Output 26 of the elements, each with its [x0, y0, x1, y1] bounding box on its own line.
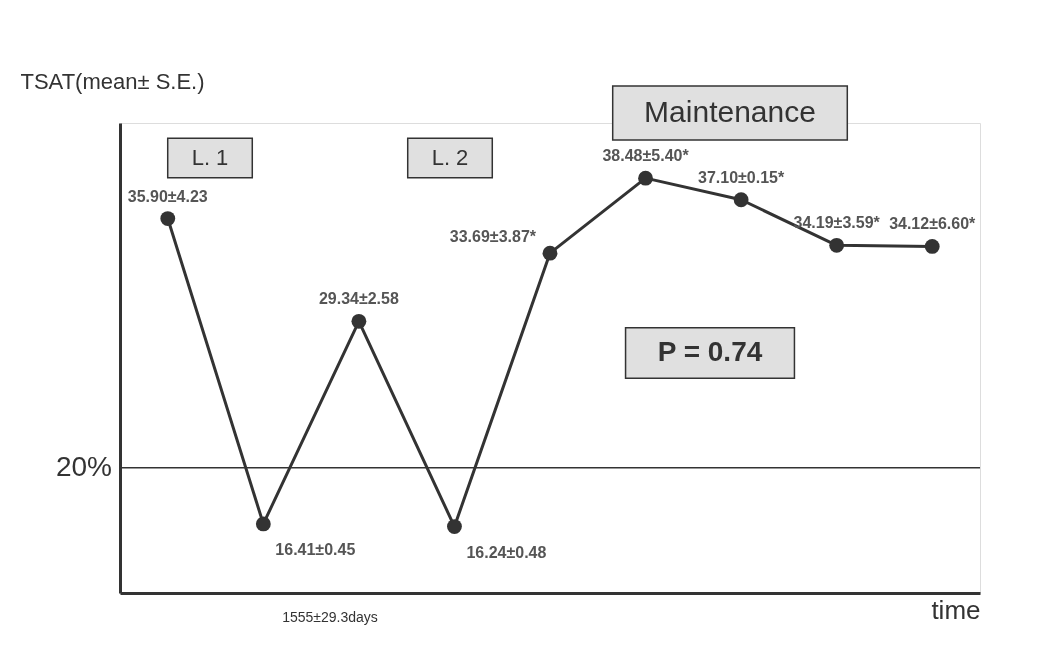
data-label: 16.24±0.48	[466, 543, 547, 561]
point	[638, 170, 653, 186]
annotation: P = 0.74	[657, 336, 763, 367]
data-label: 35.90±4.23	[127, 187, 208, 205]
data-label: 37.10±0.15*	[698, 168, 785, 186]
annotation: L. 2	[431, 145, 469, 170]
data-label: 34.19±3.59*	[793, 214, 881, 232]
annotation: Maintenance	[644, 95, 816, 128]
ref-line-label: 20%	[55, 450, 112, 482]
data-label: 16.41±0.45	[275, 540, 356, 558]
point	[924, 239, 940, 254]
text: 1555±29.3days	[282, 609, 378, 625]
point	[447, 519, 462, 534]
data-label: 29.34±2.58	[318, 290, 399, 308]
y-axis-title: TSAT(mean± S.E.)	[20, 68, 205, 94]
point	[829, 237, 845, 253]
point	[351, 313, 367, 329]
data-label: 38.48±5.40*	[602, 147, 690, 165]
point	[160, 211, 176, 226]
point	[255, 516, 271, 532]
data-label: 34.12±6.60*	[889, 215, 977, 233]
point	[733, 192, 749, 208]
x-axis-title: time	[931, 594, 981, 625]
point	[542, 245, 558, 261]
annotation: L. 1	[191, 145, 229, 170]
data-label: 33.69±3.87*	[449, 228, 537, 246]
